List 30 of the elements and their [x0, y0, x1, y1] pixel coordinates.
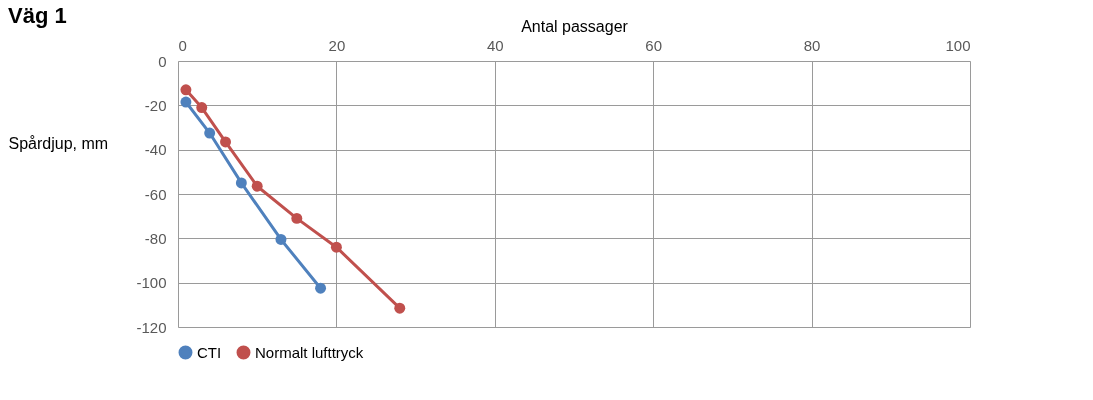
- point: [394, 302, 406, 314]
- point: [275, 233, 287, 245]
- y-tick-label: 0: [158, 52, 167, 70]
- point: [180, 84, 192, 96]
- point: [315, 282, 327, 294]
- legend-label: Normalt lufttryck: [255, 343, 364, 361]
- point: [251, 180, 263, 192]
- x-tick-label: 0: [178, 36, 187, 54]
- y-tick-label: -100: [136, 274, 167, 292]
- x-tick-label: 60: [645, 36, 663, 54]
- y-tick-label: -80: [144, 229, 167, 247]
- chart-title: Väg 1: [8, 3, 67, 28]
- point: [180, 96, 192, 108]
- y-tick-label: -120: [136, 318, 167, 336]
- point: [220, 136, 231, 148]
- point: [235, 177, 247, 189]
- legend-label: CTI: [197, 343, 222, 361]
- y-axis-title: Spårdjup, mm: [8, 134, 109, 152]
- y-tick-label: -40: [144, 141, 167, 159]
- x-tick-label: 20: [328, 36, 346, 54]
- point: [291, 212, 303, 224]
- x-tick-label: 80: [803, 36, 821, 54]
- point: [204, 127, 216, 139]
- x-axis-title: Antal passager: [521, 17, 629, 35]
- x-tick-label: 40: [486, 36, 504, 54]
- y-tick-label: -20: [144, 96, 167, 114]
- x-tick-label: 100: [945, 36, 971, 54]
- y-tick-label: -60: [144, 185, 167, 203]
- point: [196, 102, 208, 114]
- point: [330, 241, 342, 253]
